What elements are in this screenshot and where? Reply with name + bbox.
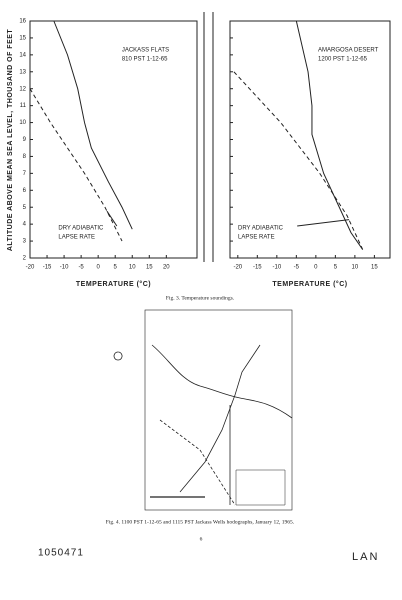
- x-axis-label: TEMPERATURE (°C): [76, 280, 151, 288]
- y-tick-label: 4: [23, 222, 27, 228]
- x-tick-label: 15: [146, 265, 153, 271]
- y-tick-label: 16: [19, 19, 26, 25]
- y-tick-label: 14: [19, 52, 26, 58]
- map: [113, 309, 293, 511]
- x-tick-label: 0: [96, 265, 100, 271]
- x-tick-label: -15: [253, 265, 262, 271]
- panel-title: 810 PST 1-12-65: [122, 57, 168, 63]
- annotation-arrow: [297, 219, 350, 227]
- x-tick-label: 5: [114, 265, 118, 271]
- fig3-caption: Fig. 3. Temperature soundings.: [166, 295, 235, 301]
- y-axis-label: ALTITUDE ABOVE MEAN SEA LEVEL, THOUSAND …: [7, 29, 14, 252]
- y-tick-label: 13: [19, 69, 26, 75]
- annotation: DRY ADIABATIC: [58, 226, 104, 232]
- y-tick-label: 12: [19, 86, 26, 92]
- annotation: LAPSE RATE: [58, 235, 95, 241]
- x-tick-label: 20: [163, 265, 170, 271]
- y-tick-label: 11: [20, 103, 27, 109]
- x-tick-label: -5: [78, 265, 84, 271]
- x-tick-label: -10: [60, 265, 69, 271]
- y-tick-label: 2: [23, 256, 27, 262]
- sounding-line: [295, 20, 364, 250]
- x-tick-label: -20: [233, 265, 242, 271]
- x-tick-label: -20: [26, 265, 35, 271]
- x-tick-label: -10: [272, 265, 281, 271]
- y-tick-label: 7: [23, 171, 27, 177]
- x-tick-label: -5: [294, 265, 300, 271]
- x-tick-label: 10: [352, 265, 359, 271]
- footer-right: LAN: [352, 551, 379, 563]
- x-tick-label: 10: [129, 265, 136, 271]
- sounding-line: [53, 20, 133, 230]
- x-axis-label: TEMPERATURE (°C): [272, 280, 347, 288]
- panel-title: JACKASS FLATS: [122, 48, 169, 54]
- y-tick-label: 8: [23, 154, 27, 160]
- x-tick-label: 5: [334, 265, 338, 271]
- panel-title: AMARGOSA DESERT: [318, 48, 379, 54]
- x-tick-label: 15: [371, 265, 378, 271]
- footer-left: 1050471: [38, 548, 84, 559]
- x-tick-label: -15: [43, 265, 52, 271]
- y-tick-label: 9: [23, 137, 27, 143]
- dry-adiabat-line: [233, 71, 364, 250]
- plot-frame: [29, 20, 198, 259]
- dry-adiabat-line: [29, 88, 123, 242]
- y-tick-label: 3: [23, 239, 27, 245]
- y-tick-label: 15: [19, 36, 26, 42]
- y-tick-label: 6: [23, 188, 27, 194]
- annotation: LAPSE RATE: [238, 235, 275, 241]
- x-tick-label: 0: [314, 265, 318, 271]
- annotation: DRY ADIABATIC: [238, 226, 284, 232]
- page-number: 6: [200, 536, 203, 542]
- fig4-caption: Fig. 4. 1100 PST 1-12-65 and 1115 PST Ja…: [106, 519, 295, 525]
- y-tick-label: 10: [19, 120, 26, 126]
- y-tick-label: 5: [23, 205, 27, 211]
- panel-title: 1200 PST 1-12-65: [318, 57, 368, 63]
